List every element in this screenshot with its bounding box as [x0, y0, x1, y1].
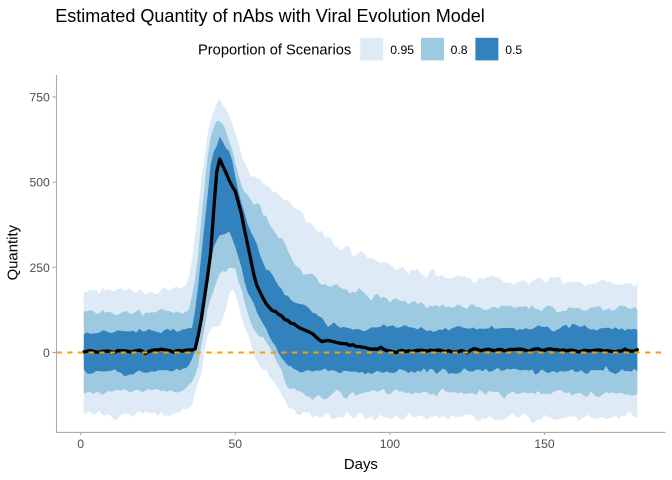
svg-text:500: 500: [29, 176, 50, 190]
svg-text:250: 250: [29, 261, 50, 275]
svg-text:100: 100: [380, 437, 401, 451]
svg-text:0.95: 0.95: [390, 43, 414, 57]
svg-text:0: 0: [77, 437, 84, 451]
svg-text:0.5: 0.5: [505, 43, 522, 57]
svg-text:0.8: 0.8: [451, 43, 468, 57]
svg-text:50: 50: [229, 437, 243, 451]
svg-text:Days: Days: [344, 457, 378, 473]
svg-text:Proportion of Scenarios: Proportion of Scenarios: [198, 42, 351, 58]
svg-text:Estimated Quantity of nAbs wit: Estimated Quantity of nAbs with Viral Ev…: [55, 6, 485, 26]
svg-text:Quantity: Quantity: [5, 224, 21, 280]
svg-text:0: 0: [43, 346, 50, 360]
svg-text:150: 150: [534, 437, 555, 451]
svg-text:750: 750: [29, 90, 50, 104]
